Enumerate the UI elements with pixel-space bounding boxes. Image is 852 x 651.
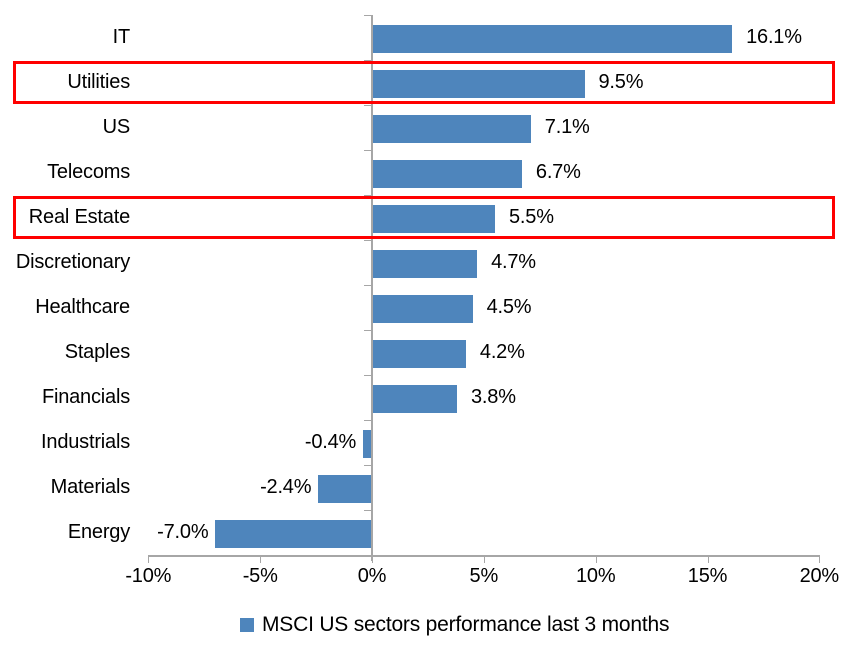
y-axis-tick [364,195,372,196]
bar-real-estate [372,205,495,233]
bar-discretionary [372,250,478,278]
bar-energy [215,520,372,548]
highlight-box-real-estate [13,196,835,239]
x-axis-tick [148,555,150,563]
legend: MSCI US sectors performance last 3 month… [240,613,669,637]
y-axis-tick [364,60,372,61]
x-tick-label-0-: 0% [357,565,387,587]
legend-label: MSCI US sectors performance last 3 month… [262,613,670,636]
value-label-healthcare: 4.5% [486,296,532,318]
bar-us [372,115,531,143]
value-label-utilities: 9.5% [598,71,644,93]
category-label-it: IT [112,26,131,48]
category-label-us: US [102,116,131,138]
category-label-materials: Materials [50,476,131,498]
value-label-industrials: -0.4% [304,431,357,453]
x-axis-tick [372,555,373,563]
x-axis-tick [595,555,597,563]
x-axis-tick [260,555,262,563]
value-label-us: 7.1% [544,116,590,138]
x-tick-label-20-: 20% [799,565,840,587]
y-axis-tick [364,330,372,331]
category-label-telecoms: Telecoms [47,161,130,183]
value-label-it: 16.1% [746,26,802,48]
x-tick-label--5-: -5% [242,565,278,587]
legend-swatch-icon [240,618,254,632]
y-axis-tick [364,465,372,466]
x-tick-label--10-: -10% [125,565,172,587]
y-axis-tick [364,15,372,16]
bar-materials [318,475,372,503]
y-axis-tick [364,420,372,421]
value-label-discretionary: 4.7% [491,251,536,273]
y-axis-tick [364,240,372,241]
x-tick-label-15-: 15% [687,565,728,587]
bar-industrials [363,430,372,458]
bar-telecoms [372,160,522,188]
bar-utilities [372,70,585,98]
y-axis-tick [364,105,372,106]
x-axis-tick [707,555,709,563]
y-axis-tick [364,150,372,151]
bar-staples [372,340,466,368]
x-axis-tick [819,555,821,563]
x-tick-label-5-: 5% [469,565,499,587]
bar-it [372,25,733,53]
bar-healthcare [372,295,473,323]
category-label-financials: Financials [41,386,130,408]
category-label-real-estate: Real Estate [28,206,130,228]
value-label-real-estate: 5.5% [509,206,554,228]
category-label-industrials: Industrials [41,431,130,453]
value-label-staples: 4.2% [479,341,525,363]
value-label-materials: -2.4% [260,476,312,498]
category-label-energy: Energy [67,521,130,543]
y-axis-tick [364,285,372,286]
x-axis-tick [483,555,485,563]
value-label-energy: -7.0% [157,521,209,543]
category-label-utilities: Utilities [67,71,130,93]
x-tick-label-10-: 10% [575,565,616,587]
highlight-box-utilities [13,61,835,104]
y-axis-line [371,15,373,561]
value-label-telecoms: 6.7% [535,161,581,183]
bar-financials [372,385,457,413]
y-axis-tick [364,375,372,376]
y-axis-tick [364,510,372,511]
value-label-financials: 3.8% [471,386,516,408]
category-label-discretionary: Discretionary [15,251,130,273]
category-label-staples: Staples [64,341,131,363]
category-label-healthcare: Healthcare [35,296,130,318]
